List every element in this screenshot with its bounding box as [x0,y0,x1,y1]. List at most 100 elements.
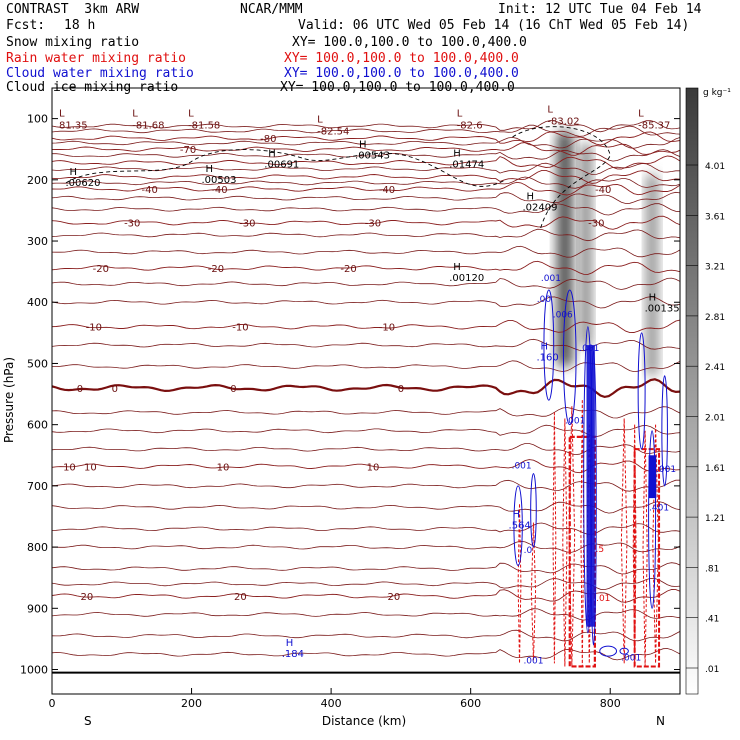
cloud-water-contour [599,645,618,657]
rain-water-core [633,448,661,668]
hydrometeor-contour-label: .401 [649,503,669,513]
hydrometeor-contour-layer [65,126,668,668]
rain-water-contour [552,412,557,664]
valid-time: Valid: 06 UTC Wed 05 Feb 14 (16 ChT Wed … [298,18,690,33]
contour-label-layer: -80 -70 -40 -40 -40 -40 -30 -30 -30 -30 -20 -20 -20 -… [59,104,680,666]
temperature-contour [52,203,680,216]
snow-shading-layer [557,130,658,376]
temperature-contour [52,577,680,591]
high-marker: H [286,638,294,649]
colorbar-label: 2.81 [705,313,725,323]
contour-label: 20 [388,592,401,603]
contour-label: -10 [86,323,102,334]
temperature-contour [52,176,680,189]
forecast-label: Fcst: [6,18,46,33]
rain-water-contour [530,522,537,661]
temperature-contour [52,120,680,133]
contour-label: 0 [77,384,83,395]
high-marker: H [453,149,461,160]
temperature-contour [52,155,680,170]
contour-label: 10 [84,462,97,473]
high-value-label: .00135 [645,303,680,314]
high-value-label: .00503 [202,175,237,186]
cloud-water-contour [530,473,537,548]
temperature-contour [52,540,680,553]
temperature-contour [52,149,680,162]
snow-column [557,130,573,367]
contour-label: 0 [112,384,118,395]
cloud-water-contour [661,375,668,487]
rain-water-core [568,435,596,668]
snow-column [646,173,658,376]
y-tick-label: 900 [27,602,48,615]
temperature-contour [52,296,680,309]
contour-label: -40 [211,185,227,196]
temperature-contour [52,479,680,492]
colorbar-label: .41 [705,615,719,625]
cloud-water-contour [637,332,646,450]
hydrometeor-contour-label: .001 [541,274,561,284]
y-tick-label: 1000 [20,664,48,677]
low-marker: L [457,109,463,120]
cloud-water-contour [648,430,657,609]
x-tick-label: 200 [181,697,202,710]
temperature-contour [52,459,680,474]
low-value-label: -82.6 [457,121,483,132]
temperature-contour [52,360,680,373]
hydrometeor-contour-label: .006 [553,311,573,321]
low-value-label: -82.54 [317,127,349,138]
rain-water-contour [580,400,585,667]
contour-label: 0 [398,384,404,395]
colorbar-label: 3.21 [705,263,725,273]
contour-label: -30 [124,219,140,230]
temperature-contour [52,169,680,184]
hydrometeor-contour-label: .001 [621,653,641,663]
hydrometeor-contour-label: .001 [512,462,532,472]
x-end-label-north: N [656,714,665,728]
low-value-label: 81.35 [59,121,88,132]
init-time: Init: 12 UTC Tue 04 Feb 14 [498,2,702,17]
contour-label: 10 [63,462,76,473]
temperature-contour [52,277,680,290]
cloud-water-contour [513,485,523,566]
temperature-contour [52,522,680,535]
rain-water-contour [562,418,568,667]
plot-title: CONTRAST 3km ARW [6,2,140,17]
contour-label: -30 [239,219,255,230]
temperature-contour-layer [52,120,680,674]
high-value-label: .184 [282,649,304,660]
temperature-contour [52,260,680,275]
temperature-contour [52,142,680,156]
colorbar-gradient [685,87,699,695]
low-marker: L [547,104,553,115]
hydrometeor-contour-label: .00 [537,295,552,305]
temperature-contour [52,131,680,146]
temperature-contour [52,338,680,352]
colorbar-label: 3.61 [705,212,725,222]
contour-label: -30 [588,219,604,230]
cloud-water-contour [619,647,629,655]
high-value-label: .564 [509,521,531,532]
temperature-contour [52,608,680,621]
y-tick-label: 300 [27,235,48,248]
high-marker: H [268,149,276,160]
contour-label: 10 [367,462,380,473]
high-value-label: .160 [536,352,558,363]
contour-label: -80 [260,134,276,145]
cloud-water-core [586,345,595,627]
high-value-label: .00120 [449,273,484,284]
field-cloudwater-xy: XY= 100.0,100.0 to 100.0,400.0 [284,66,519,81]
temperature-contour [52,443,680,456]
cloud-ice-contour [65,149,506,187]
temperature-contour [52,629,680,642]
temperature-contour [52,215,680,230]
contour-label: 20 [234,592,247,603]
hydrometeor-contour-label: .001 [523,656,543,666]
colorbar-label: 1.61 [705,464,725,474]
axes: 0 200 400 600 800100200300400500600700800900… [20,113,680,710]
y-tick-label: 600 [27,419,48,432]
colorbar-label: 2.41 [705,363,725,373]
y-tick-label: 500 [27,357,48,370]
high-value-label: .00543 [355,150,390,161]
low-marker: L [188,109,194,120]
